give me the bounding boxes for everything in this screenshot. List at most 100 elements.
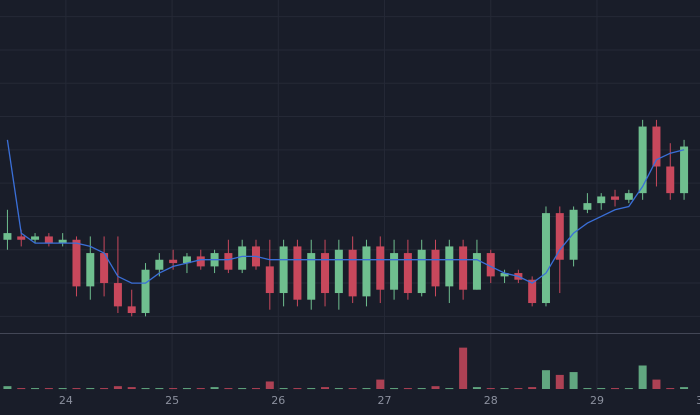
volume-bar bbox=[390, 388, 399, 390]
candle-body bbox=[472, 253, 481, 290]
candle-body bbox=[141, 269, 150, 314]
candle-body bbox=[307, 253, 316, 300]
volume-bar bbox=[666, 388, 675, 390]
candle-body bbox=[224, 253, 233, 270]
volume-bar bbox=[472, 387, 481, 389]
candle-body bbox=[541, 213, 550, 304]
volume-bar bbox=[279, 388, 288, 390]
volume-bar bbox=[445, 388, 454, 390]
volume-bar bbox=[321, 387, 330, 389]
volume-bar bbox=[58, 388, 67, 390]
candle-body bbox=[182, 256, 191, 264]
volume-bar bbox=[541, 370, 550, 389]
volume-bar bbox=[638, 365, 647, 389]
candle-body bbox=[486, 253, 495, 277]
volume-bar bbox=[583, 388, 592, 390]
volume-bar bbox=[514, 388, 523, 390]
candle-body bbox=[3, 233, 12, 240]
candle-body bbox=[445, 246, 454, 287]
volume-bar bbox=[417, 388, 426, 390]
x-tick-label: 30 bbox=[696, 394, 700, 407]
candle-body bbox=[279, 246, 288, 294]
candle-body bbox=[362, 246, 371, 297]
volume-bar bbox=[624, 388, 633, 390]
candle-body bbox=[196, 256, 205, 267]
volume-bar bbox=[251, 388, 260, 390]
volume-bar bbox=[569, 372, 578, 389]
volume-bar bbox=[486, 388, 495, 390]
x-tick-label: 27 bbox=[378, 394, 392, 407]
volume-bar bbox=[348, 388, 357, 390]
volume-bar bbox=[403, 388, 412, 390]
volume-bar bbox=[169, 388, 178, 390]
volume-bar bbox=[196, 388, 205, 390]
candle-body bbox=[348, 249, 357, 297]
volume-bar bbox=[334, 388, 343, 390]
volume-bar bbox=[459, 347, 468, 389]
volume-bar bbox=[500, 388, 509, 390]
volume-bar bbox=[431, 386, 440, 389]
volume-bar bbox=[141, 388, 150, 390]
candle-body bbox=[459, 246, 468, 290]
volume-bar bbox=[182, 388, 191, 390]
candle-body bbox=[127, 306, 136, 314]
candle-body bbox=[113, 283, 122, 307]
candle-body bbox=[417, 249, 426, 294]
candle-body bbox=[569, 209, 578, 260]
volume-pane bbox=[3, 347, 689, 390]
volume-bar bbox=[155, 388, 164, 390]
volume-bar bbox=[238, 388, 247, 390]
volume-bar bbox=[528, 387, 537, 389]
candle-body bbox=[31, 236, 40, 240]
candle-body bbox=[528, 279, 537, 304]
volume-bar bbox=[680, 387, 689, 389]
x-tick-label: 29 bbox=[590, 394, 604, 407]
candle-body bbox=[293, 246, 302, 300]
candle-body bbox=[597, 196, 606, 204]
volume-bar bbox=[555, 374, 564, 389]
candle-body bbox=[652, 126, 661, 167]
volume-bar bbox=[224, 388, 233, 390]
moving-average-line bbox=[6, 139, 685, 284]
grid bbox=[0, 0, 700, 391]
x-tick-label: 28 bbox=[484, 394, 498, 407]
candle-body bbox=[155, 259, 164, 270]
volume-bar bbox=[611, 388, 620, 390]
price-pane bbox=[3, 119, 689, 317]
volume-bar bbox=[307, 388, 316, 390]
volume-bar bbox=[265, 381, 274, 389]
volume-bar bbox=[72, 388, 81, 390]
x-axis: 24 25 26 27 28 29 30 bbox=[59, 394, 700, 407]
candle-body bbox=[680, 146, 689, 194]
candle-body bbox=[169, 259, 178, 264]
volume-bar bbox=[17, 388, 26, 390]
candle-body bbox=[86, 253, 95, 287]
candle-body bbox=[666, 166, 675, 194]
candle-body bbox=[334, 249, 343, 294]
volume-bar bbox=[362, 388, 371, 390]
volume-bar bbox=[44, 388, 53, 390]
candle-body bbox=[431, 249, 440, 287]
volume-bar bbox=[376, 379, 385, 389]
candle-body bbox=[44, 236, 53, 244]
volume-bar bbox=[597, 388, 606, 390]
candle-body bbox=[638, 126, 647, 194]
candle-body bbox=[555, 213, 564, 260]
x-tick-label: 25 bbox=[165, 394, 179, 407]
volume-bar bbox=[652, 379, 661, 389]
candle-body bbox=[390, 253, 399, 290]
candle-body bbox=[611, 196, 620, 200]
candle-body bbox=[265, 266, 274, 294]
volume-bar bbox=[113, 386, 122, 389]
candle-body bbox=[583, 203, 592, 210]
candle-body bbox=[58, 239, 67, 244]
candle-body bbox=[238, 246, 247, 270]
candle-body bbox=[321, 253, 330, 294]
volume-bar bbox=[3, 386, 12, 389]
candle-body bbox=[100, 253, 109, 284]
candle-body bbox=[376, 246, 385, 290]
candle-body bbox=[403, 253, 412, 294]
volume-bar bbox=[31, 388, 40, 390]
